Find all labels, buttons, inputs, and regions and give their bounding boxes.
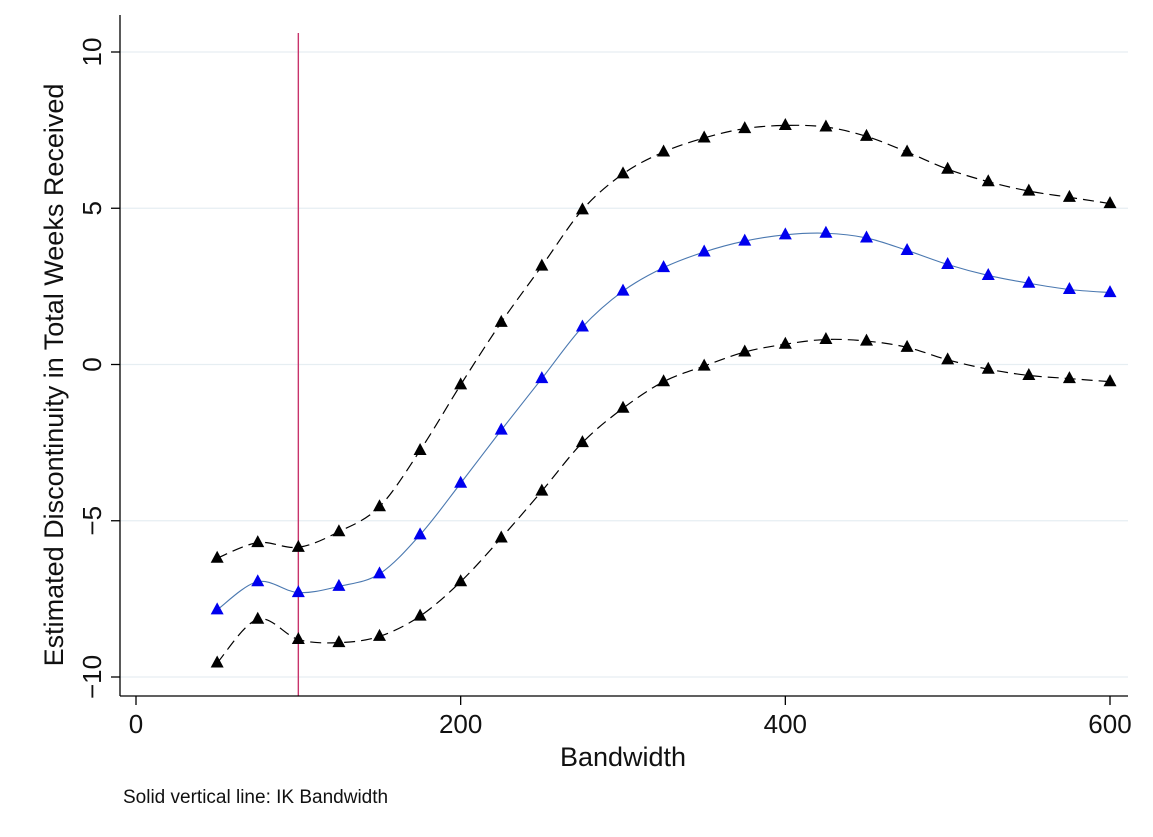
series-marker-1 (454, 475, 468, 488)
series-marker-0 (900, 144, 914, 157)
series-marker-1 (778, 227, 792, 240)
series-marker-2 (819, 332, 833, 345)
series-marker-1 (1062, 282, 1076, 295)
series-marker-2 (1103, 374, 1117, 387)
series-marker-1 (860, 230, 873, 243)
series-marker-2 (413, 608, 427, 621)
series-marker-1 (575, 319, 589, 332)
series-marker-0 (291, 539, 305, 552)
series-marker-2 (1062, 371, 1076, 384)
series-marker-2 (697, 358, 711, 371)
series-marker-1 (1103, 285, 1117, 298)
series-line-0 (216, 124, 1111, 559)
series-marker-0 (575, 202, 589, 215)
series-marker-2 (291, 632, 305, 645)
series-marker-0 (738, 121, 752, 134)
series-marker-0 (494, 314, 508, 327)
series-marker-1 (413, 527, 427, 540)
series-marker-2 (981, 361, 995, 374)
series-marker-2 (616, 400, 630, 413)
series-marker-2 (332, 635, 346, 648)
y-tick-label: 5 (77, 201, 107, 215)
series-marker-2 (860, 333, 873, 346)
series-marker-1 (738, 233, 752, 246)
series-marker-0 (535, 258, 549, 271)
series-marker-2 (251, 611, 265, 624)
y-tick-label: 0 (77, 357, 107, 371)
series-marker-2 (657, 374, 671, 387)
series-marker-1 (616, 283, 630, 296)
y-tick-label: 10 (77, 38, 107, 67)
series-marker-1 (291, 585, 305, 598)
series-marker-2 (900, 339, 914, 352)
chart-note: Solid vertical line: IK Bandwidth (123, 787, 388, 808)
y-tick-labels: −10 −5 0 5 10 (77, 38, 107, 700)
y-axis-title: Estimated Discontinuity in Total Weeks R… (39, 84, 69, 667)
series-marker-2 (535, 483, 549, 496)
series-marker-0 (210, 550, 224, 563)
series-marker-2 (494, 530, 508, 543)
series-marker-2 (575, 435, 589, 448)
axes (111, 15, 1128, 705)
series-marker-1 (900, 242, 914, 255)
series-marker-1 (657, 260, 671, 273)
series-marker-1 (251, 574, 265, 587)
series-marker-1 (210, 602, 224, 615)
series-marker-2 (454, 574, 468, 587)
series-marker-0 (1062, 189, 1076, 202)
series-marker-0 (373, 499, 386, 512)
series-marker-0 (616, 166, 630, 179)
x-axis-title: Bandwidth (560, 742, 686, 772)
series-marker-0 (981, 174, 995, 187)
series-marker-2 (210, 655, 224, 668)
x-tick-label: 600 (1088, 709, 1131, 739)
series-marker-2 (1022, 367, 1036, 380)
series-marker-1 (941, 257, 955, 270)
series-marker-1 (1022, 275, 1036, 288)
series-marker-1 (494, 422, 508, 435)
x-tick-labels: 0 200 400 600 (129, 709, 1132, 739)
series-marker-1 (819, 225, 833, 238)
series-marker-1 (332, 578, 346, 591)
series-marker-1 (981, 267, 995, 280)
series-marker-2 (738, 344, 752, 357)
series-marker-0 (819, 119, 833, 132)
series-marker-0 (860, 128, 873, 141)
series-marker-2 (778, 336, 792, 349)
series-marker-0 (657, 144, 671, 157)
series-line-2 (216, 338, 1111, 664)
series-marker-1 (535, 371, 549, 384)
series-marker-0 (1022, 183, 1036, 196)
series-marker-0 (941, 161, 955, 174)
series-marker-2 (373, 628, 386, 641)
series-marker-1 (697, 244, 711, 257)
series-marker-2 (941, 352, 955, 365)
x-tick-label: 200 (439, 709, 482, 739)
y-tick-label: −5 (77, 506, 107, 536)
series-marker-1 (373, 566, 386, 579)
y-tick-label: −10 (77, 655, 107, 699)
series-marker-0 (778, 117, 792, 130)
series-marker-0 (413, 442, 427, 455)
x-tick-label: 400 (764, 709, 807, 739)
series-marker-0 (251, 535, 265, 548)
series-marker-0 (454, 377, 468, 390)
series-markers (210, 117, 1117, 668)
series-marker-0 (697, 130, 711, 143)
series-marker-0 (1103, 196, 1117, 209)
gridlines (120, 51, 1128, 678)
series-marker-0 (332, 524, 346, 537)
x-tick-label: 0 (129, 709, 143, 739)
